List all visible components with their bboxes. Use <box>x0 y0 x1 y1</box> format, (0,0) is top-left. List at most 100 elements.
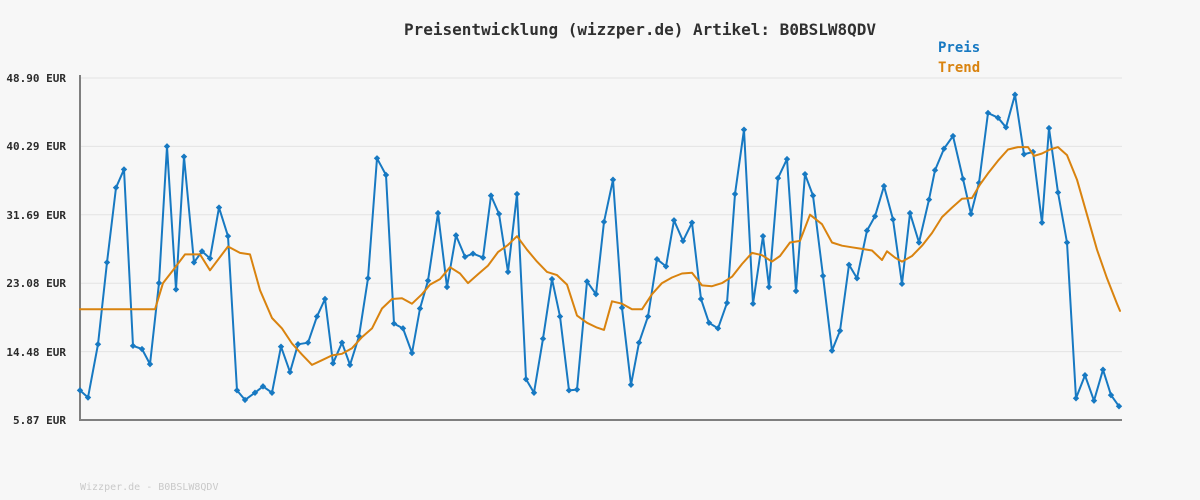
data-point-marker <box>286 368 294 376</box>
y-axis-tick-label: 40.29 EUR <box>6 140 66 154</box>
y-axis-tick-label: 5.87 EUR <box>13 414 66 427</box>
data-point-marker <box>504 268 512 276</box>
data-point-marker <box>224 232 232 240</box>
data-point-marker <box>653 256 661 263</box>
data-point-marker <box>925 196 933 203</box>
data-point-marker <box>1020 151 1028 158</box>
data-point-marker <box>76 387 84 394</box>
data-point-marker <box>845 261 853 268</box>
data-point-marker <box>994 114 1002 121</box>
data-point-marker <box>513 190 521 198</box>
data-point-marker <box>539 335 547 342</box>
data-point-marker <box>1072 395 1080 402</box>
data-point-marker <box>373 155 381 162</box>
data-point-marker <box>251 389 259 396</box>
data-point-marker <box>828 347 836 354</box>
data-point-marker <box>163 143 171 150</box>
data-point-marker <box>662 263 670 270</box>
data-point-marker <box>434 209 442 217</box>
data-point-marker <box>1107 391 1115 399</box>
data-point-marker <box>915 239 923 246</box>
data-point-marker <box>600 218 608 226</box>
data-point-marker <box>556 313 564 320</box>
data-point-marker <box>765 283 773 291</box>
data-point-marker <box>670 217 678 224</box>
data-point-marker <box>103 259 111 266</box>
data-point-marker <box>819 272 827 280</box>
data-point-marker <box>731 190 739 198</box>
y-axis-tick-label: 48.90 EUR <box>6 72 66 85</box>
data-point-marker <box>294 341 302 348</box>
data-point-marker <box>84 394 92 401</box>
data-point-marker <box>530 389 538 396</box>
data-point-marker <box>172 286 180 293</box>
data-point-marker <box>1099 366 1107 373</box>
data-point-marker <box>268 389 276 396</box>
data-point-marker <box>94 341 102 348</box>
data-point-marker <box>259 383 267 390</box>
data-point-marker <box>138 345 146 353</box>
data-point-marker <box>759 232 767 240</box>
data-point-marker <box>1054 189 1062 196</box>
data-point-marker <box>313 313 321 320</box>
data-point-marker <box>774 174 782 182</box>
data-point-marker <box>112 184 120 191</box>
data-point-marker <box>346 361 354 369</box>
data-point-marker <box>180 153 188 160</box>
data-point-marker <box>155 279 163 287</box>
legend-item-preis: Preis <box>938 40 981 56</box>
chart-title: Preisentwicklung (wizzper.de) Artikel: B… <box>404 20 877 39</box>
data-point-marker <box>592 290 600 298</box>
y-axis-tick-label: 23.08 EUR <box>6 277 66 291</box>
data-point-marker <box>1002 124 1010 131</box>
data-point-marker <box>443 283 451 291</box>
data-point-marker <box>548 275 556 283</box>
data-point-marker <box>120 166 128 173</box>
data-point-marker <box>215 204 223 211</box>
data-point-marker <box>609 176 617 183</box>
data-point-marker <box>801 170 809 178</box>
y-axis-tick-label: 31.69 EUR <box>6 208 66 222</box>
data-point-marker <box>714 325 722 332</box>
data-point-marker <box>146 360 154 368</box>
data-point-marker <box>233 387 241 394</box>
data-point-marker <box>338 339 346 346</box>
data-point-marker <box>321 295 329 303</box>
data-point-marker <box>479 254 487 261</box>
data-point-marker <box>853 275 861 282</box>
data-point-marker <box>241 396 249 404</box>
data-point-marker <box>329 360 337 367</box>
data-point-marker <box>424 277 432 284</box>
data-point-marker <box>635 339 643 346</box>
data-point-marker <box>1011 91 1019 98</box>
data-point-marker <box>697 295 705 303</box>
data-point-marker <box>836 327 844 334</box>
data-point-marker <box>390 320 398 327</box>
data-point-marker <box>644 313 652 320</box>
data-point-marker <box>809 192 817 199</box>
data-point-marker <box>190 259 198 266</box>
data-point-marker <box>364 275 372 282</box>
data-point-marker <box>898 280 906 288</box>
data-point-marker <box>871 213 879 220</box>
data-point-marker <box>452 232 460 239</box>
data-point-marker <box>565 387 573 394</box>
chart-legend: Preis Trend <box>938 38 980 78</box>
data-point-marker <box>583 278 591 285</box>
footer-watermark: Wizzper.de - B0BSLW8QDV <box>80 482 219 493</box>
data-point-marker <box>679 237 687 245</box>
data-point-marker <box>688 219 696 226</box>
data-point-marker <box>880 182 888 190</box>
data-point-marker <box>705 319 713 326</box>
y-axis-tick-label: 14.48 EUR <box>6 345 66 359</box>
data-point-marker <box>792 287 800 295</box>
data-point-marker <box>522 376 530 383</box>
data-point-marker <box>1038 219 1046 226</box>
data-point-marker <box>304 339 312 346</box>
data-point-marker <box>573 386 581 393</box>
data-point-marker <box>1081 372 1089 379</box>
data-point-marker <box>627 381 635 388</box>
legend-item-trend: Trend <box>938 60 981 76</box>
